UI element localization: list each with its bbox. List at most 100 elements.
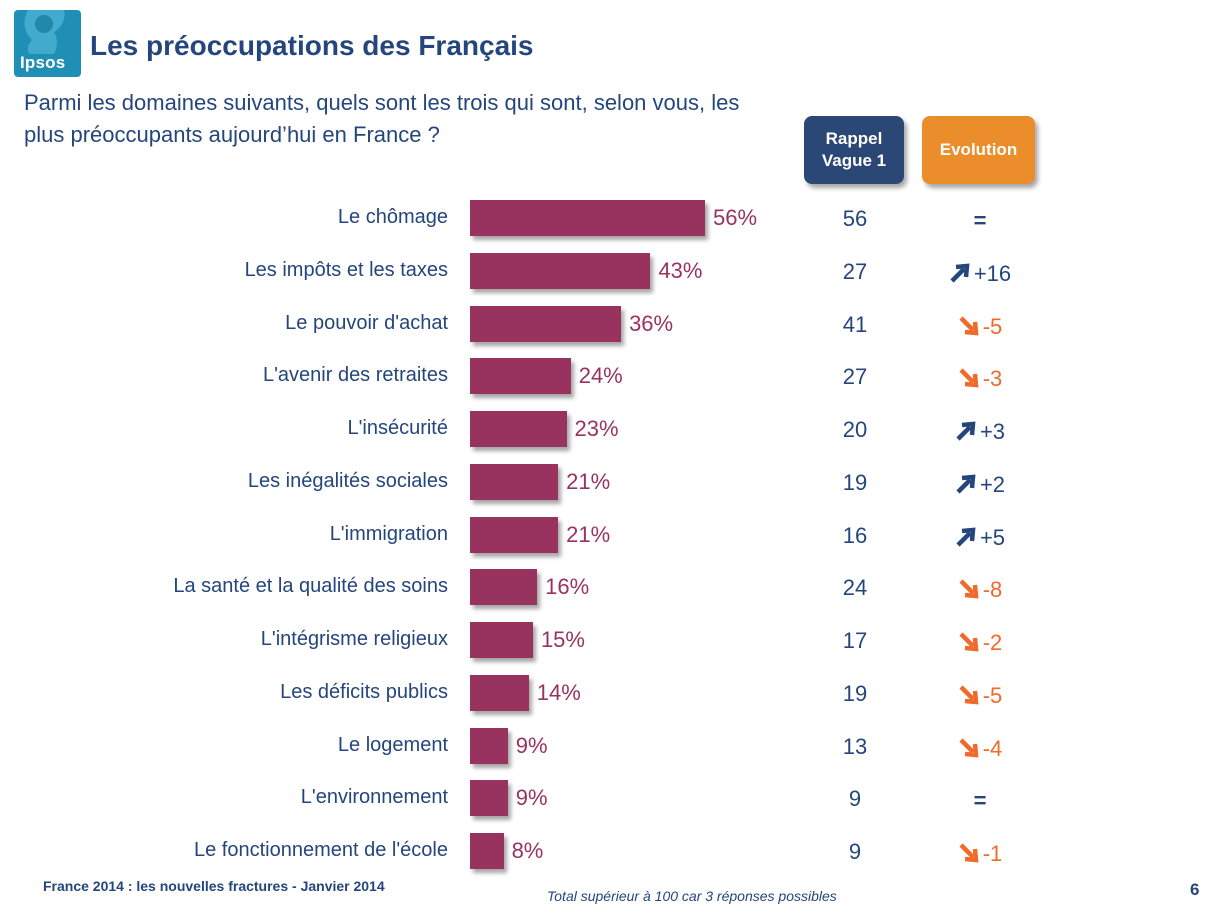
rappel-header-line1: Rappel (825, 129, 883, 148)
rappel-header: Rappel Vague 1 (804, 116, 904, 184)
arrow-up-icon (956, 474, 976, 494)
evolution-text: -2 (982, 630, 1003, 655)
arrow-down-icon (959, 368, 979, 388)
arrow-down-icon (959, 315, 979, 335)
evolution-text: -5 (982, 313, 1003, 339)
rappel-value: 56 (842, 206, 868, 231)
profile-silhouette-icon (24, 10, 65, 54)
footer-note: Total supérieur à 100 car 3 réponses pos… (547, 888, 837, 904)
rappel-value: 19 (842, 469, 868, 495)
bar (470, 674, 529, 711)
bar (470, 622, 533, 658)
evolution-text: -5 (982, 682, 1003, 708)
category-label: Les impôts et les taxes (244, 258, 448, 281)
footer-source: France 2014 : les nouvelles fractures - … (43, 878, 385, 894)
page-title: Les préoccupations des Français (90, 30, 534, 61)
evolution-header: Evolution (922, 116, 1035, 184)
evolution-header-label: Evolution (939, 140, 1018, 159)
arrow-up-icon (956, 527, 976, 547)
survey-question: Parmi les domaines suivants, quels sont … (24, 90, 740, 147)
category-label: L'environnement (300, 786, 448, 809)
category-label: L'immigration (329, 522, 448, 545)
category-label: Le pouvoir d'achat (285, 311, 448, 334)
bar (470, 358, 571, 395)
rappel-value: 20 (842, 417, 868, 442)
category-label: L'avenir des retraites (262, 364, 448, 387)
value-label: 15% (540, 627, 585, 652)
category-label: L'intégrisme religieux (260, 628, 448, 650)
evolution-value: -5 (930, 314, 1030, 340)
rappel-header-line2: Vague 1 (821, 151, 887, 170)
value-label: 9% (515, 785, 548, 811)
evolution-text: -8 (982, 577, 1003, 603)
rappel-value: 9 (848, 786, 862, 812)
evolution-value: -5 (930, 683, 1030, 709)
value-label: 56% (713, 205, 758, 230)
value-label: 21% (566, 468, 611, 494)
rappel-value: 17 (842, 628, 868, 653)
rappel-value: 16 (842, 522, 868, 548)
evolution-text: -4 (982, 735, 1003, 761)
bar (470, 305, 622, 342)
category-label: Les déficits publics (280, 680, 448, 703)
evolution-value: +3 (930, 419, 1030, 445)
evolution-value: = (930, 788, 1030, 814)
value-label: 9% (515, 732, 548, 758)
bar (470, 569, 538, 606)
evolution-value: -8 (930, 577, 1030, 603)
value-label: 24% (578, 363, 623, 389)
logo-text: Ipsos (20, 53, 66, 72)
evolution-text: -1 (982, 841, 1003, 866)
arrow-down-icon (959, 632, 979, 652)
category-label: Le logement (337, 733, 448, 756)
rappel-value: 19 (842, 680, 868, 706)
evolution-text: = (973, 208, 987, 233)
rappel-value: 27 (842, 258, 868, 284)
bar (470, 516, 559, 553)
evolution-text: +5 (979, 524, 1006, 550)
evolution-value: +2 (930, 472, 1030, 498)
bar (470, 252, 651, 289)
arrow-down-icon (959, 685, 979, 705)
evolution-value: = (930, 208, 1030, 234)
evolution-text: +16 (973, 260, 1012, 286)
bar (470, 200, 705, 236)
category-label: Le chômage (337, 206, 448, 228)
arrow-up-icon (956, 421, 976, 441)
value-label: 14% (536, 679, 581, 705)
evolution-value: -2 (930, 630, 1030, 656)
value-label: 8% (511, 838, 544, 863)
bar (470, 833, 504, 869)
value-label: 16% (545, 574, 590, 600)
arrow-down-icon (959, 843, 979, 863)
category-label: L'insécurité (347, 417, 448, 439)
ipsos-logo: Ipsos (14, 10, 81, 77)
arrow-down-icon (959, 579, 979, 599)
value-label: 43% (658, 257, 703, 283)
rappel-value: 27 (842, 364, 868, 390)
arrow-up-icon (950, 263, 970, 283)
evolution-text: +3 (979, 419, 1006, 444)
evolution-value: +16 (930, 261, 1030, 287)
category-label: Le fonctionnement de l'école (194, 839, 448, 861)
category-label: Les inégalités sociales (247, 469, 448, 492)
rappel-value: 9 (848, 839, 862, 864)
arrow-down-icon (959, 737, 979, 757)
value-label: 21% (566, 521, 611, 547)
evolution-value: -4 (930, 736, 1030, 762)
bar (470, 411, 567, 447)
bar (470, 727, 508, 764)
evolution-value: -1 (930, 841, 1030, 867)
rappel-value: 41 (842, 311, 868, 337)
page-number: 6 (1190, 880, 1200, 899)
value-label: 23% (574, 416, 619, 441)
category-label: La santé et la qualité des soins (173, 575, 448, 598)
evolution-value: -3 (930, 366, 1030, 392)
evolution-value: +5 (930, 525, 1030, 551)
evolution-text: +2 (979, 471, 1006, 497)
evolution-text: = (973, 788, 987, 814)
evolution-text: -3 (982, 366, 1003, 392)
rappel-value: 13 (842, 733, 868, 759)
bar (470, 463, 559, 500)
bar (470, 780, 508, 817)
